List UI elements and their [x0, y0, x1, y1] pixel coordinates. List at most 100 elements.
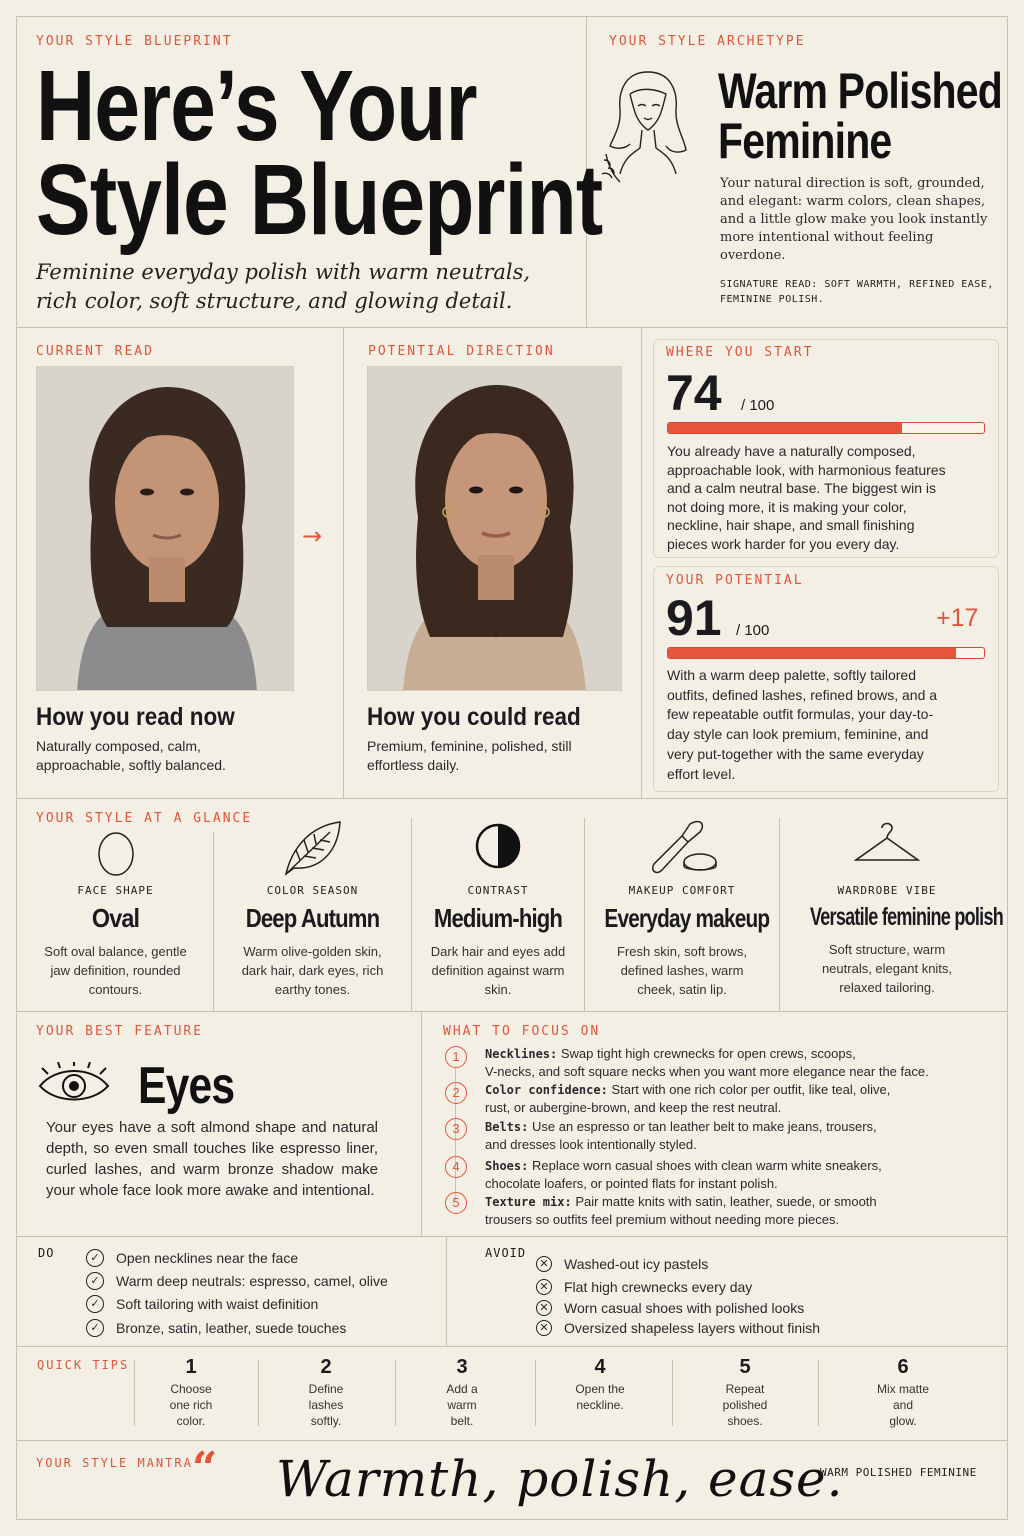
potential-score-card — [653, 566, 999, 792]
signature-read-line2: FEMININE POLISH. — [720, 294, 825, 305]
glance-desc: Soft oval balance, gentle jaw definition… — [44, 944, 187, 997]
current-text: Naturally composed, calm, approachable, … — [36, 738, 226, 773]
section-label: POTENTIAL DIRECTION — [368, 344, 555, 359]
tip-number: 5 — [739, 1356, 751, 1378]
focus-number: 2 — [445, 1082, 467, 1104]
start-score: 74 — [666, 365, 722, 421]
section-label: CURRENT READ — [36, 344, 154, 359]
start-progress-fill — [668, 423, 902, 433]
divider — [395, 1360, 396, 1426]
glance-caption: MAKEUP COMFORT — [628, 884, 736, 897]
divider — [779, 818, 780, 1011]
focus-item-text-line2: trousers so outfits feel premium without… — [485, 1212, 840, 1227]
do-item-text: Soft tailoring with waist definition — [116, 1296, 319, 1312]
start-text: You already have a naturally composed, a… — [667, 443, 946, 552]
divider — [584, 818, 585, 1011]
oval-icon — [18, 826, 213, 880]
tip-text: Choose — [170, 1382, 212, 1396]
tip-item: 3 Add a warm belt. — [410, 1356, 514, 1429]
tip-number: 4 — [594, 1356, 606, 1378]
tip-number: 3 — [456, 1356, 468, 1378]
avoid-item: ✕ Oversized shapeless layers without fini… — [536, 1320, 820, 1336]
tip-text: color. — [176, 1414, 206, 1428]
glance-item-color-season: COLOR SEASON Deep Autumn Warm olive-gold… — [214, 818, 411, 999]
tip-text: one rich — [169, 1398, 213, 1412]
x-circle-icon: ✕ — [536, 1256, 552, 1272]
focus-item-title: Belts: — [485, 1120, 529, 1134]
focus-item: Necklines: Swap tight high crewnecks for… — [485, 1045, 929, 1080]
divider — [421, 1011, 422, 1236]
tip-number: 1 — [185, 1356, 197, 1378]
potential-heading: How you could read — [367, 703, 581, 731]
divider — [535, 1360, 536, 1426]
score-delta: +17 — [936, 604, 979, 632]
tip-item: 6 Mix matte and glow. — [850, 1356, 956, 1429]
section-label: WHERE YOU START — [666, 345, 814, 360]
section-label: YOUR STYLE BLUEPRINT — [36, 34, 233, 49]
page-title: Here’s Your — [36, 50, 477, 162]
tip-number: 6 — [897, 1356, 909, 1378]
avoid-item: ✕ Worn casual shoes with polished looks — [536, 1300, 804, 1316]
focus-item-text-line2: V-necks, and soft square necks when you … — [485, 1064, 929, 1079]
avoid-label: AVOID — [485, 1246, 527, 1260]
potential-score-max: / 100 — [736, 622, 770, 639]
glance-desc: Dark hair and eyes add definition agains… — [430, 944, 566, 997]
potential-progress-fill — [668, 648, 956, 658]
glance-value: Deep Autumn — [245, 903, 380, 933]
do-item-text: Warm deep neutrals: espresso, camel, oli… — [116, 1273, 388, 1289]
signature-read: SIGNATURE READ: SOFT WARMTH, REFINED EAS… — [720, 279, 994, 290]
avoid-item-text: Worn casual shoes with polished looks — [564, 1300, 805, 1316]
current-photo — [36, 366, 294, 691]
arrow-right-icon: → — [302, 522, 323, 550]
check-icon: ✓ — [86, 1319, 104, 1337]
focus-item-text-line2: rust, or aubergine-brown, and keep the r… — [485, 1100, 782, 1115]
potential-text: With a warm deep palette, softly tailore… — [667, 667, 938, 782]
contrast-icon — [412, 818, 584, 880]
focus-number: 3 — [445, 1118, 467, 1140]
divider — [411, 818, 412, 1011]
archetype-name-line2: Feminine — [718, 113, 892, 169]
glance-item-face-shape: FACE SHAPE Oval Soft oval balance, gentl… — [18, 826, 213, 999]
x-circle-icon: ✕ — [536, 1300, 552, 1316]
makeup-brush-icon — [585, 818, 779, 880]
focus-item-text: Use an espresso or tan leather belt to m… — [531, 1119, 877, 1134]
glance-value: Everyday makeup — [604, 903, 770, 933]
focus-item-title: Texture mix: — [485, 1195, 572, 1209]
divider — [446, 1236, 447, 1346]
focus-item: Shoes: Replace worn casual shoes with cl… — [485, 1157, 882, 1192]
section-label: YOUR STYLE AT A GLANCE — [36, 811, 253, 826]
potential-score: 91 — [666, 590, 722, 646]
focus-number: 1 — [445, 1046, 467, 1068]
glance-caption: WARDROBE VIBE — [837, 884, 937, 897]
tip-item: 2 Define lashes softly. — [274, 1356, 378, 1429]
avoid-item-text: Flat high crewnecks every day — [564, 1279, 753, 1295]
tip-text: Define — [308, 1382, 344, 1396]
current-heading: How you read now — [36, 703, 235, 731]
tip-text: Repeat — [725, 1382, 765, 1396]
section-label: QUICK TIPS — [37, 1358, 130, 1372]
focus-item-title: Necklines: — [485, 1047, 558, 1061]
focus-item-text: Replace worn casual shoes with clean war… — [531, 1158, 882, 1173]
glance-item-contrast: CONTRAST Medium-high Dark hair and eyes … — [412, 818, 584, 999]
quote-mark-icon: “ — [192, 1443, 218, 1494]
tip-text: glow. — [889, 1414, 917, 1428]
do-item-text: Bronze, satin, leather, suede touches — [116, 1320, 347, 1336]
check-icon: ✓ — [86, 1249, 104, 1267]
divider — [258, 1360, 259, 1426]
glance-desc: Warm olive-golden skin, dark hair, dark … — [241, 944, 384, 997]
tip-number: 2 — [320, 1356, 332, 1378]
tip-text: Open the — [575, 1382, 625, 1396]
do-item: ✓ Warm deep neutrals: espresso, camel, ol… — [86, 1272, 388, 1290]
glance-desc: Fresh skin, soft brows, defined lashes, … — [616, 944, 748, 997]
focus-item-text-line2: and dresses look intentionally styled. — [485, 1137, 697, 1152]
start-score-max: / 100 — [741, 397, 775, 414]
divider — [16, 798, 1008, 799]
glance-item-makeup-comfort: MAKEUP COMFORT Everyday makeup Fresh ski… — [585, 818, 779, 999]
eye-icon — [38, 1060, 110, 1112]
start-score-card — [653, 339, 999, 558]
focus-item-text: Pair matte knits with satin, leather, su… — [575, 1194, 877, 1209]
divider — [16, 1011, 1008, 1012]
divider — [16, 1346, 1008, 1347]
glance-item-wardrobe-vibe: WARDROBE VIBE Versatile feminine polish … — [780, 818, 1004, 997]
avoid-item: ✕ Flat high crewnecks every day — [536, 1279, 752, 1295]
